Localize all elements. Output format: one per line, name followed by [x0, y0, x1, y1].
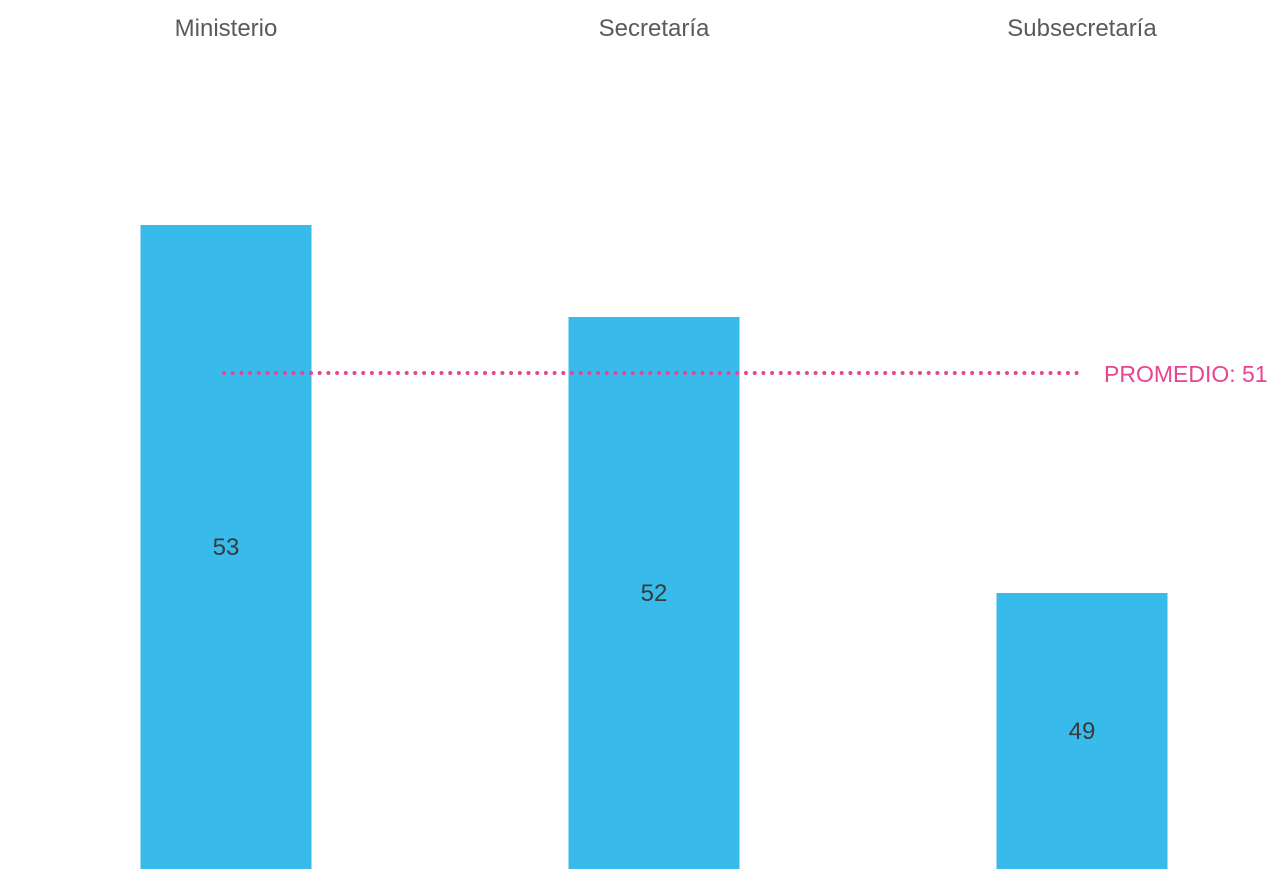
bar-group [140, 225, 1168, 869]
average-reference: PROMEDIO: 51 [222, 361, 1268, 387]
category-label-subsecretaria: Subsecretaría [1007, 15, 1157, 42]
bar-value-label-1: 53 [213, 534, 240, 561]
bar-value-label-3: 49 [1069, 718, 1096, 745]
bar-2 [568, 317, 740, 869]
category-label-ministerio: Ministerio [175, 15, 278, 42]
bar-1 [140, 225, 312, 869]
average-label: PROMEDIO: 51 [1104, 361, 1268, 387]
bar-3 [996, 593, 1168, 869]
category-labels: Ministerio Secretaría Subsecretaría [175, 15, 1158, 42]
value-labels: 53 52 49 [213, 534, 1096, 745]
category-label-secretaria: Secretaría [599, 15, 710, 42]
bar-value-label-2: 52 [641, 580, 668, 607]
